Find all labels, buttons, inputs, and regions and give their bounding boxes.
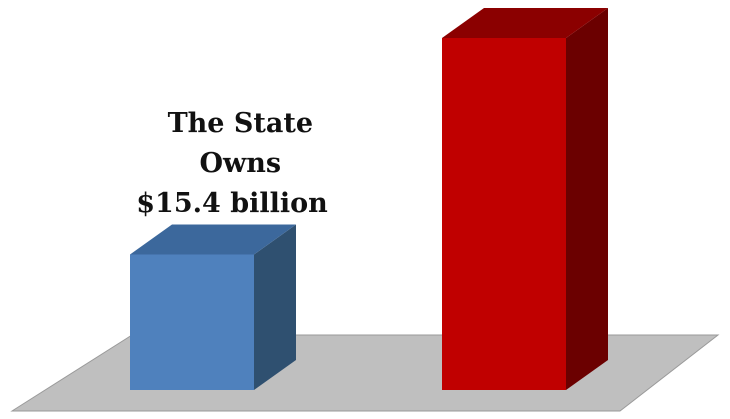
bar-2: [442, 8, 608, 390]
bar-2-front: [442, 38, 566, 390]
bar-2-top: [442, 8, 608, 38]
bar-1-side: [254, 224, 296, 390]
bar-1: [130, 224, 296, 390]
bar-1-top: [130, 224, 296, 255]
annotation-line-3: $15.4 billion: [136, 188, 328, 219]
annotation-line-2: Owns: [200, 148, 282, 179]
chart-floor: [10, 334, 720, 412]
bar-2-side: [566, 8, 608, 390]
bar-1-front: [130, 254, 254, 390]
annotation-label: The State Owns $15.4 billion: [136, 108, 328, 219]
annotation-line-1: The State: [168, 108, 313, 139]
bars-group: [130, 8, 608, 390]
